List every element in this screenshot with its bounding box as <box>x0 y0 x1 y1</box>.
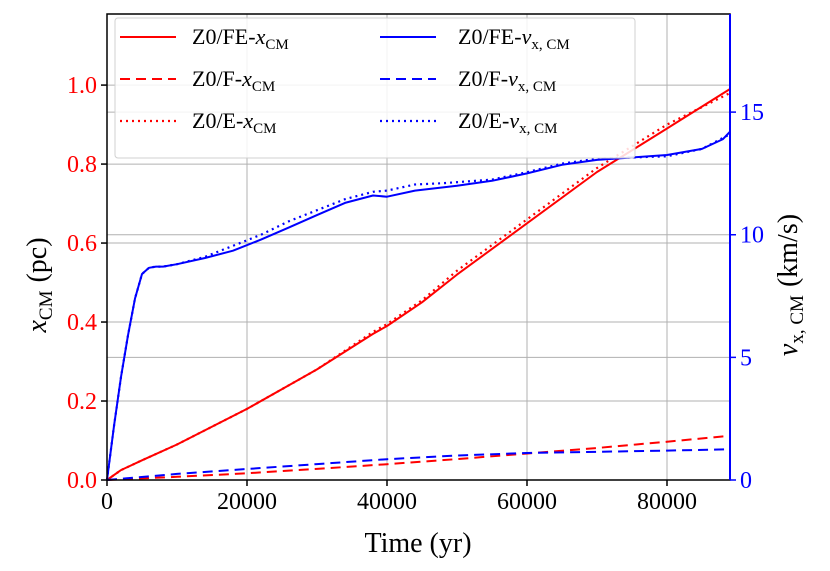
y-right-axis-title: vx, CM (km/s) <box>773 214 808 356</box>
x-axis-title: Time (yr) <box>364 528 471 559</box>
y-right-axis-symbol: v <box>773 343 804 356</box>
y-left-axis-symbol: x <box>22 320 53 334</box>
legend-label: Z0/FE-vx, CM <box>458 24 570 53</box>
y-left-tick-label: 0.0 <box>67 468 97 494</box>
x-tick-label: 0 <box>101 489 113 515</box>
y-left-axis-subscript: CM <box>36 290 57 320</box>
y-left-tick-label: 0.4 <box>67 310 97 336</box>
series-line <box>106 92 731 481</box>
legend-label: Z0/F-xCM <box>192 66 275 95</box>
legend: Z0/FE-xCM Z0/F-xCM Z0/E-xCM Z0/FE-vx, CM Z0/… <box>114 17 636 159</box>
series-lines <box>105 88 731 481</box>
axis-ticks: 0 20000 40000 60000 80000 0.0 0.2 0.4 0.6 0.8 1.0 0… <box>67 73 764 515</box>
legend-label: Z0/FE-xCM <box>192 24 289 53</box>
series-line <box>106 131 731 481</box>
series-line <box>105 133 731 481</box>
x-tick-label: 80000 <box>637 489 697 515</box>
y-left-tick-label: 0.6 <box>67 231 97 257</box>
legend-box <box>114 17 636 159</box>
legend-label: Z0/F-vx, CM <box>458 66 556 95</box>
legend-label: Z0/E-vx, CM <box>458 108 557 137</box>
x-tick-label: 60000 <box>497 489 557 515</box>
y-left-tick-label: 0.2 <box>67 389 97 415</box>
y-right-tick-label: 5 <box>740 345 752 371</box>
y-right-tick-label: 15 <box>740 100 764 126</box>
y-left-axis-unit: (pc) <box>22 237 53 282</box>
legend-label: Z0/E-xCM <box>192 108 276 137</box>
x-tick-label: 40000 <box>357 489 417 515</box>
y-right-axis-unit: (km/s) <box>773 214 804 287</box>
y-right-tick-label: 10 <box>740 223 764 249</box>
y-left-tick-label: 1.0 <box>67 73 97 99</box>
series-line <box>106 434 731 481</box>
y-right-tick-label: 0 <box>740 468 752 494</box>
series-line <box>106 88 731 481</box>
y-left-axis-title: xCM (pc) <box>22 237 57 333</box>
x-tick-label: 20000 <box>217 489 277 515</box>
y-right-axis-subscript: x, CM <box>787 295 808 344</box>
series-line <box>106 448 731 481</box>
y-left-tick-label: 0.8 <box>67 152 97 178</box>
